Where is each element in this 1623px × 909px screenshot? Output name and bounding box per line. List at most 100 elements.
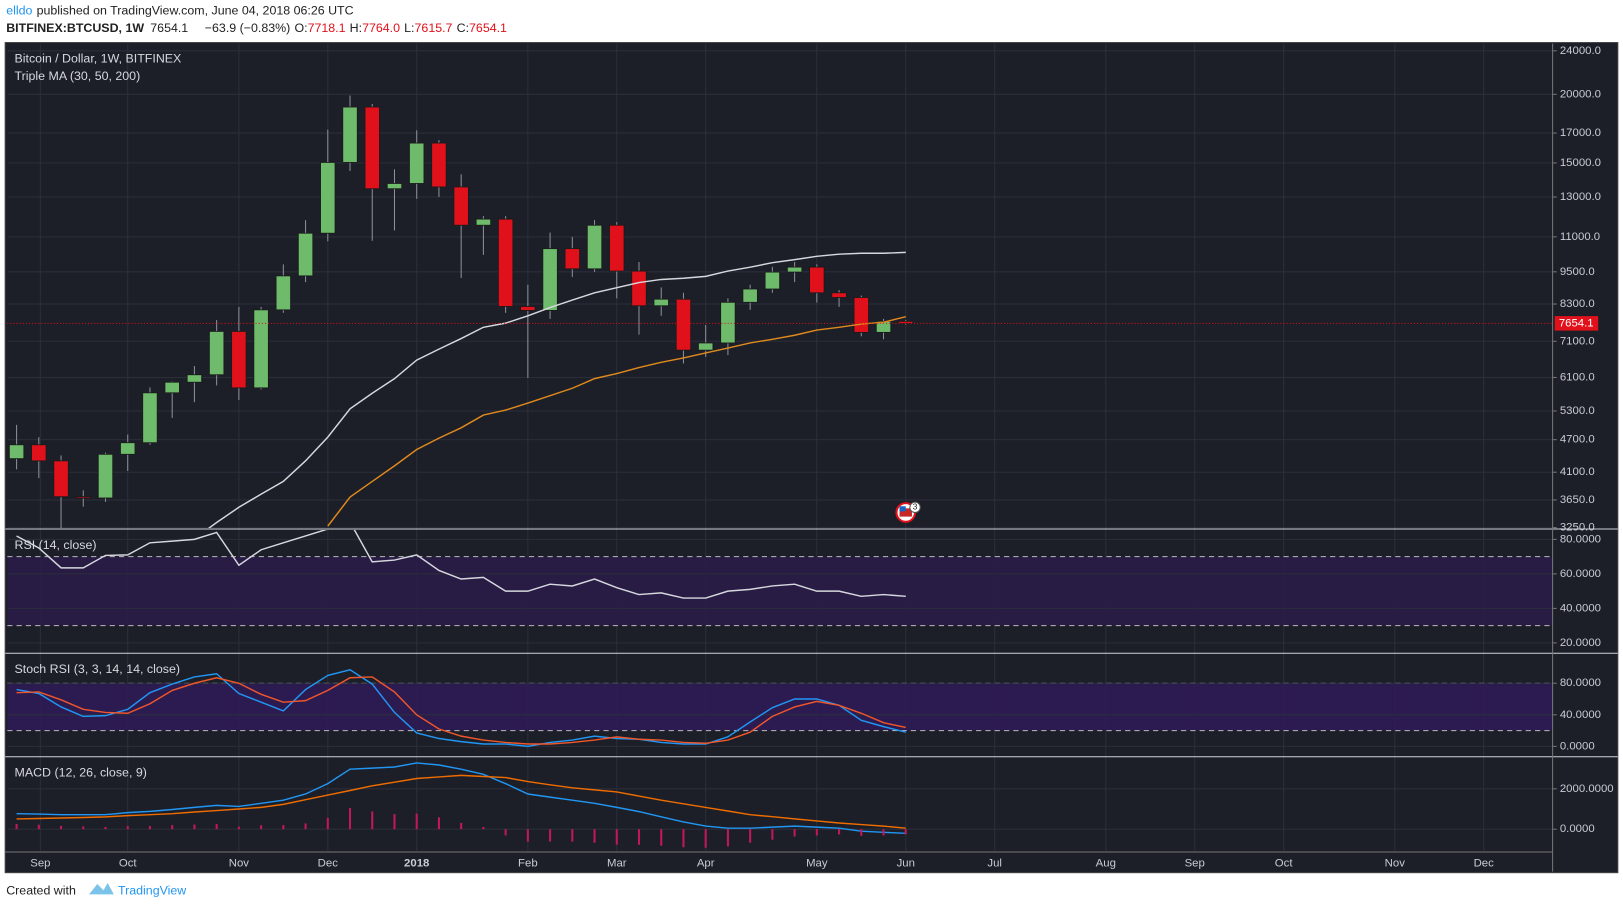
histogram-bar (726, 829, 729, 847)
y-tick-label: 6100.0 (1560, 371, 1595, 383)
histogram-bar (193, 824, 196, 830)
pane-title: Bitcoin / Dollar, 1W, BITFINEX (14, 51, 182, 65)
candle-body (520, 306, 536, 311)
candle-body (564, 248, 580, 270)
candle-body (586, 224, 603, 270)
histogram-bar (549, 829, 552, 842)
candle-body (386, 183, 403, 190)
indicator-line (16, 774, 906, 829)
y-tick-label: 80.0000 (1560, 533, 1601, 545)
pane (7, 530, 1553, 644)
histogram-bar (148, 825, 151, 830)
histogram-bar (104, 826, 107, 830)
histogram-bar (60, 825, 63, 830)
pane (7, 669, 1553, 748)
candle-body (31, 444, 47, 462)
candle-body (675, 298, 692, 351)
histogram-bar (815, 829, 818, 836)
high-value: 7764.0 (362, 21, 400, 35)
publish-line: elldo published on TradingView.com, June … (6, 4, 353, 18)
symbol: BITFINEX:BTCUSD, 1W (6, 21, 144, 35)
x-tick-label: Oct (1275, 857, 1294, 869)
x-tick-label: Aug (1096, 857, 1116, 869)
histogram-bar (237, 826, 240, 830)
y-tick-label: 3250.0 (1560, 522, 1595, 534)
y-tick-label: 17000.0 (1560, 127, 1601, 139)
histogram-bar (215, 824, 218, 830)
y-tick-label: 9500.0 (1560, 266, 1595, 278)
candle-body (8, 444, 25, 460)
y-tick-label: 4100.0 (1560, 466, 1595, 478)
footer-brand[interactable]: TradingView (118, 884, 186, 898)
histogram-bar (15, 823, 18, 830)
last-price-label: 7654.1 (1559, 317, 1594, 329)
low-label: L: (404, 21, 414, 35)
footer-text: Created with (6, 884, 76, 898)
y-tick-label: 60.0000 (1560, 568, 1601, 580)
indicator-line (16, 530, 906, 599)
y-tick-label: 80.0000 (1560, 677, 1601, 689)
band-fill (7, 556, 1553, 626)
event-badge (909, 501, 921, 513)
x-tick-label: Sep (1185, 857, 1205, 869)
candle-body (409, 142, 425, 184)
y-tick-label: 20000.0 (1560, 88, 1601, 100)
y-tick-label: 11000.0 (1560, 231, 1600, 243)
candle-body (698, 342, 714, 351)
candle-body (320, 162, 336, 234)
moving-average (327, 316, 906, 527)
x-tick-label: Mar (607, 857, 627, 869)
change: −63.9 (−0.83%) (205, 21, 291, 35)
candle-body (231, 330, 247, 389)
price: 7654.1 (150, 21, 188, 35)
y-tick-label: 20.0000 (1560, 637, 1601, 649)
high-label: H: (350, 21, 362, 35)
histogram-bar (771, 829, 774, 840)
indicator-line (16, 676, 906, 745)
candle-body (898, 320, 914, 324)
y-tick-label: 40.0000 (1560, 602, 1601, 614)
close-label: C: (457, 21, 469, 35)
pane-title: MACD (12, 26, close, 9) (14, 766, 146, 780)
x-tick-label: Nov (1385, 857, 1406, 869)
brand-icon (89, 883, 114, 895)
histogram-bar (838, 829, 841, 835)
candle-body (120, 442, 136, 455)
histogram-bar (793, 829, 796, 837)
close-value: 7654.1 (469, 21, 507, 35)
candle-body (764, 271, 781, 290)
user[interactable]: elldo (6, 4, 32, 18)
open-value: 7718.1 (308, 21, 346, 35)
low-value: 7615.7 (415, 21, 453, 35)
candle-body (475, 218, 492, 226)
candle-body (186, 374, 203, 383)
y-tick-label: 7100.0 (1560, 335, 1595, 347)
x-tick-label: Dec (318, 857, 339, 869)
x-tick-label: Nov (229, 857, 250, 869)
event-badge-count: 3 (913, 502, 918, 511)
y-tick-label: 5300.0 (1560, 405, 1595, 417)
x-tick-label: Jul (987, 857, 1002, 869)
chart-background (4, 42, 1619, 874)
published: published on TradingView.com, June 04, 2… (37, 4, 354, 18)
candle-body (431, 142, 447, 188)
moving-average (207, 251, 906, 528)
y-tick-label: 13000.0 (1560, 191, 1601, 203)
candle-body (297, 232, 314, 277)
histogram-bar (126, 826, 129, 830)
histogram-bar (482, 826, 485, 830)
histogram-bar (904, 829, 907, 835)
candle-body (142, 392, 158, 444)
histogram-bar (171, 825, 174, 830)
x-tick-label: 2018 (404, 857, 429, 869)
histogram-bar (526, 829, 529, 842)
candle-body (720, 301, 736, 344)
histogram-bar (304, 823, 307, 830)
candle-body (853, 297, 869, 333)
pane-title: Stoch RSI (3, 3, 14, 14, close) (14, 662, 180, 676)
candle-body (831, 292, 847, 298)
candle-body (253, 309, 269, 389)
y-tick-label: 3650.0 (1560, 494, 1595, 506)
